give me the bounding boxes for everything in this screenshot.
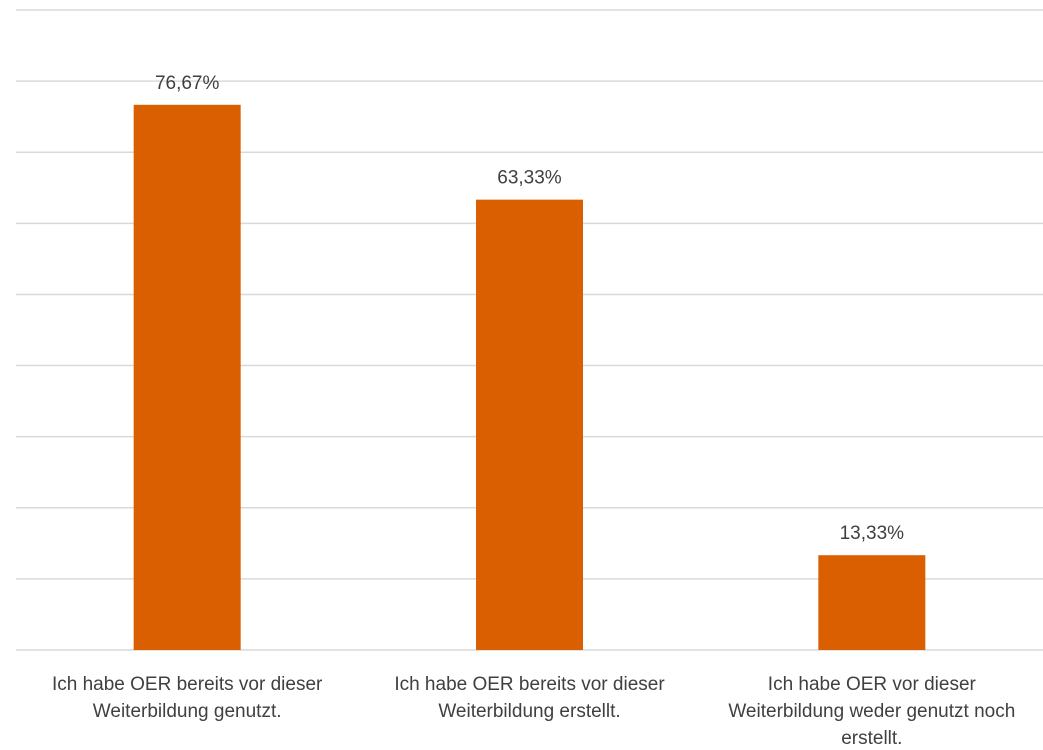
category-label-line: erstellt. (841, 728, 902, 749)
category-label-line: Ich habe OER bereits vor dieser (52, 674, 323, 695)
bar-1 (133, 104, 241, 650)
data-label-3: 13,33% (840, 523, 905, 544)
bar-3 (818, 555, 926, 650)
category-label-line: Weiterbildung genutzt. (93, 701, 282, 722)
data-label-2: 63,33% (497, 168, 562, 189)
category-label-line: Ich habe OER vor dieser (768, 674, 977, 695)
category-label-3: Ich habe OER vor dieser Weiterbildung wed… (728, 674, 1015, 749)
bar-2 (476, 199, 583, 651)
category-label-2: Ich habe OER bereits vor dieser Weiterbil… (394, 674, 665, 722)
category-label-1: Ich habe OER bereits vor dieser Weiterbil… (52, 674, 323, 722)
bars (133, 104, 926, 651)
category-label-line: Weiterbildung erstellt. (438, 701, 620, 722)
category-label-line: Ich habe OER bereits vor dieser (394, 674, 665, 695)
data-label-1: 76,67% (155, 73, 220, 94)
category-labels: Ich habe OER bereits vor dieser Weiterbil… (52, 674, 1015, 749)
data-labels: 76,67% 63,33% 13,33% (155, 73, 904, 544)
category-label-line: Weiterbildung weder genutzt noch (728, 701, 1015, 722)
